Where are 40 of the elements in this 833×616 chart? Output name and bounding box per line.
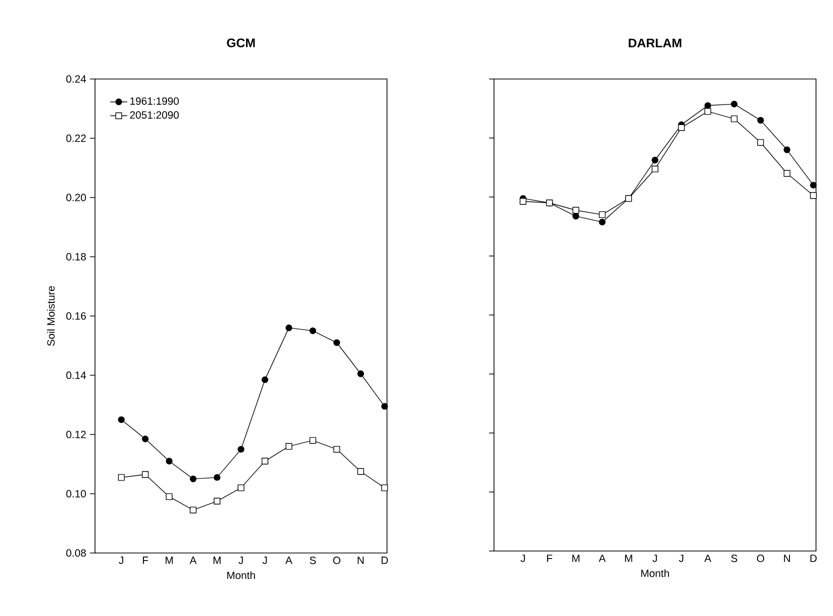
x-tick-label: D bbox=[382, 556, 388, 564]
x-tick-label: J bbox=[678, 554, 684, 562]
y-tick-label: 0.12 bbox=[66, 430, 86, 438]
chart-title: DARLAM bbox=[628, 38, 682, 48]
x-tick-label: J bbox=[652, 554, 657, 562]
x-tick-label: M bbox=[572, 554, 580, 562]
chart-title: GCM bbox=[226, 38, 255, 48]
y-tick-label: 0.24 bbox=[66, 75, 86, 83]
x-tick-label: F bbox=[547, 554, 552, 562]
x-tick-label: M bbox=[214, 556, 221, 564]
x-tick-label: A bbox=[285, 556, 292, 564]
y-tick-label: 0.20 bbox=[66, 194, 86, 202]
x-axis-title: Month bbox=[227, 571, 255, 580]
y-tick-label: 0.22 bbox=[66, 134, 86, 142]
x-tick-label: A bbox=[598, 554, 606, 562]
y-tick-label: 0.18 bbox=[66, 253, 86, 260]
legend-label: 1961:1990 bbox=[130, 97, 179, 105]
y-axis-title: Soil Moisture bbox=[46, 286, 55, 346]
y-tick-label: 0.14 bbox=[66, 372, 86, 379]
x-tick-label: M bbox=[625, 554, 632, 562]
y-tick-label: 0.10 bbox=[66, 490, 86, 498]
x-tick-label: J bbox=[262, 556, 267, 564]
x-tick-label: A bbox=[190, 556, 197, 564]
x-tick-label: S bbox=[310, 556, 316, 564]
x-tick-label: A bbox=[704, 554, 712, 562]
x-tick-label: J bbox=[520, 554, 525, 562]
y-tick-label: 0.16 bbox=[66, 312, 86, 320]
y-tick-label: 0.08 bbox=[66, 549, 86, 557]
legend-label: 2051:2090 bbox=[130, 111, 179, 119]
x-tick-label: D bbox=[810, 554, 817, 562]
x-tick-label: N bbox=[784, 554, 790, 562]
x-tick-label: O bbox=[757, 554, 764, 562]
x-axis-title: Month bbox=[641, 569, 669, 578]
x-tick-label: O bbox=[333, 556, 340, 564]
x-tick-label: J bbox=[238, 556, 243, 564]
x-tick-label: M bbox=[166, 556, 173, 564]
x-tick-label: N bbox=[358, 556, 364, 564]
x-tick-label: S bbox=[731, 554, 738, 562]
x-tick-label: F bbox=[142, 556, 148, 564]
x-tick-label: J bbox=[118, 556, 124, 564]
